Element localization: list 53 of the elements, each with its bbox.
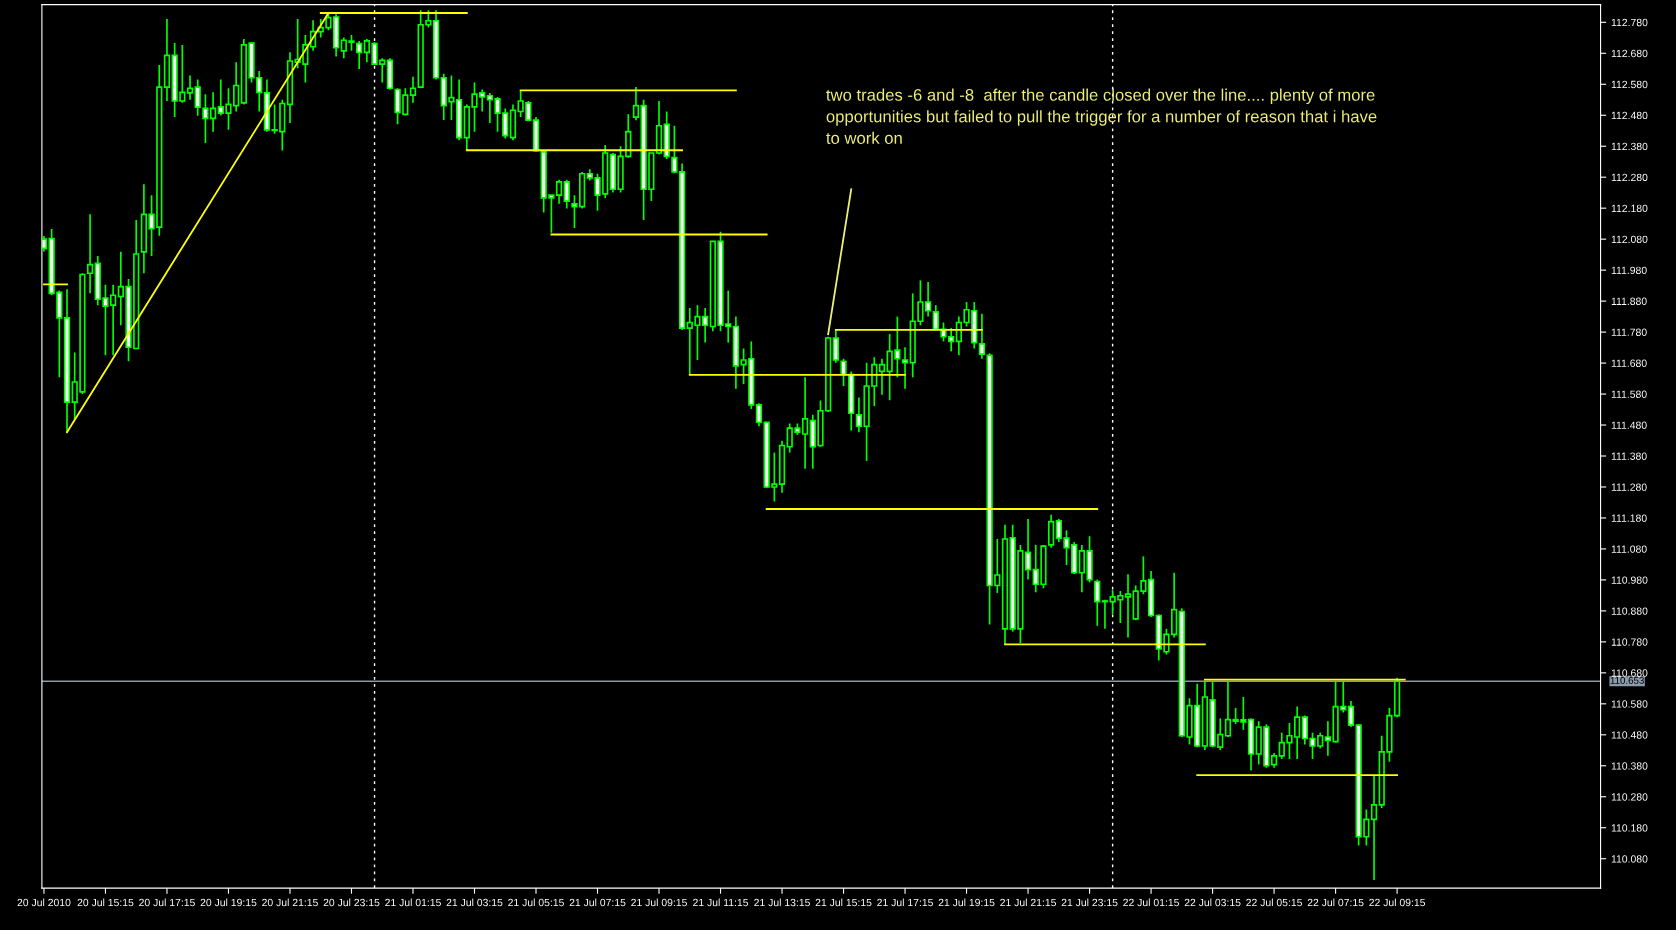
y-tick-label: 110.180 bbox=[1611, 824, 1648, 832]
x-tick-label: 21 Jul 19:15 bbox=[938, 898, 995, 907]
x-tick-label: 22 Jul 09:15 bbox=[1369, 898, 1426, 907]
y-tick-label: 110.080 bbox=[1611, 855, 1648, 863]
y-tick-label: 111.080 bbox=[1611, 545, 1647, 553]
y-tick-label: 111.880 bbox=[1611, 297, 1647, 305]
y-tick-label: 111.680 bbox=[1611, 359, 1647, 367]
x-tick-label: 21 Jul 13:15 bbox=[754, 898, 810, 907]
x-tick-label: 21 Jul 21:15 bbox=[1000, 898, 1056, 907]
y-tick-label: 110.780 bbox=[1611, 638, 1648, 646]
x-tick-label: 21 Jul 23:15 bbox=[1061, 898, 1118, 907]
x-tick-label: 20 Jul 15:15 bbox=[77, 898, 134, 907]
y-tick-label: 111.780 bbox=[1611, 328, 1647, 336]
y-tick-label: 110.480 bbox=[1611, 731, 1648, 739]
y-tick-label: 112.180 bbox=[1611, 204, 1648, 213]
y-tick-label: 111.380 bbox=[1611, 452, 1647, 460]
y-tick-label: 110.580 bbox=[1611, 700, 1648, 708]
x-tick-label: 20 Jul 17:15 bbox=[139, 898, 195, 907]
x-tick-label: 21 Jul 09:15 bbox=[631, 898, 687, 907]
y-tick-label: 111.180 bbox=[1611, 514, 1647, 522]
x-tick-label: 21 Jul 03:15 bbox=[446, 898, 503, 907]
y-tick-label: 111.580 bbox=[1611, 390, 1647, 398]
y-tick-label: 111.480 bbox=[1611, 421, 1647, 429]
x-tick-label: 21 Jul 05:15 bbox=[508, 898, 564, 907]
x-tick-label: 21 Jul 15:15 bbox=[815, 898, 872, 907]
y-tick-label: 110.380 bbox=[1611, 762, 1648, 770]
annotation: two trades -6 and -8 after the candle closed over the line.... plenty of more opportunities but failed to pull the trigger for a number of reason that i have to work on bbox=[826, 88, 1377, 144]
x-tick-label: 22 Jul 03:15 bbox=[1184, 898, 1241, 907]
y-tick-label: 110.280 bbox=[1611, 793, 1648, 801]
y-tick-label: 112.780 bbox=[1611, 18, 1648, 27]
x-tick-label: 21 Jul 11:15 bbox=[693, 898, 749, 907]
y-tick-label: 112.480 bbox=[1611, 111, 1648, 120]
x-tick-label: 21 Jul 01:15 bbox=[385, 898, 441, 907]
y-tick-label: 112.680 bbox=[1611, 49, 1648, 58]
y-tick-label: 110.880 bbox=[1611, 607, 1648, 615]
x-tick-label: 21 Jul 07:15 bbox=[569, 898, 626, 907]
y-tick-label: 111.280 bbox=[1611, 483, 1647, 491]
y-tick-label: 110.980 bbox=[1611, 576, 1648, 584]
ref-line-label: 110.653 bbox=[1610, 676, 1644, 684]
x-tick-label: 21 Jul 17:15 bbox=[877, 898, 933, 907]
y-tick-label: 112.380 bbox=[1611, 142, 1648, 151]
y-tick-label: 111.980 bbox=[1611, 266, 1647, 275]
x-tick-label: 20 Jul 2010 bbox=[17, 898, 71, 907]
x-tick-label: 20 Jul 23:15 bbox=[323, 898, 380, 907]
x-tick-label: 22 Jul 01:15 bbox=[1123, 898, 1180, 907]
y-tick-label: 112.080 bbox=[1611, 235, 1648, 244]
y-tick-label: 110.680 bbox=[1611, 669, 1648, 677]
y-tick-label: 112.580 bbox=[1611, 80, 1648, 89]
x-tick-label: 22 Jul 07:15 bbox=[1307, 898, 1364, 907]
x-tick-label: 20 Jul 19:15 bbox=[200, 898, 257, 907]
y-tick-label: 112.280 bbox=[1611, 173, 1648, 182]
x-tick-label: 20 Jul 21:15 bbox=[262, 898, 318, 907]
x-tick-label: 22 Jul 05:15 bbox=[1246, 898, 1303, 907]
